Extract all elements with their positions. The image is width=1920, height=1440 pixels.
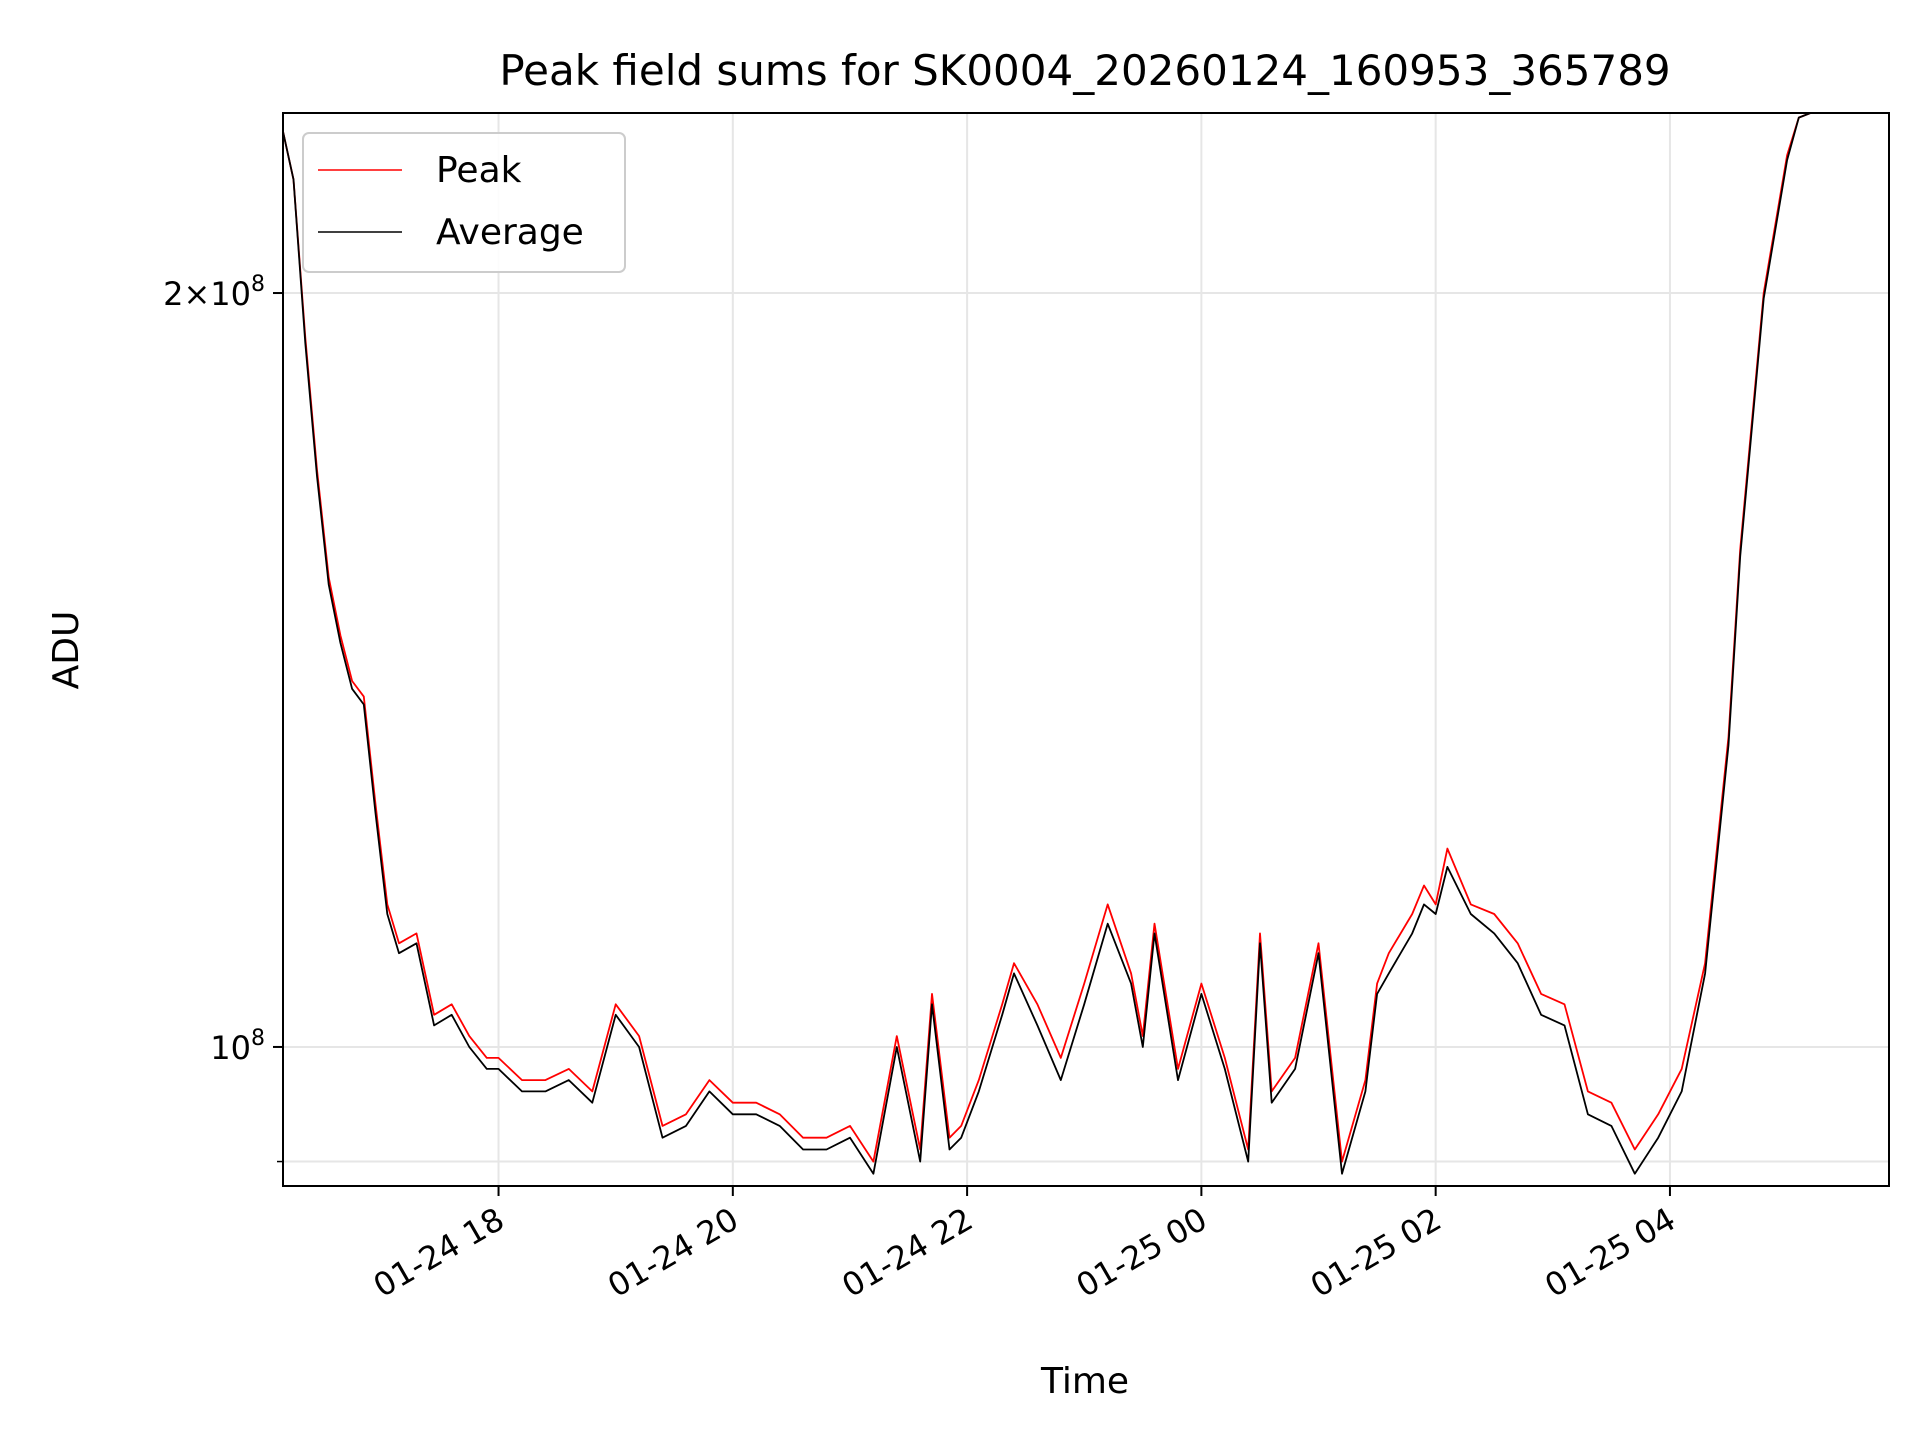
x-tick-label: 01-25 00 bbox=[1070, 1200, 1214, 1305]
chart-title: Peak field sums for SK0004_20260124_1609… bbox=[499, 46, 1670, 95]
x-tick-label: 01-24 22 bbox=[836, 1200, 980, 1305]
y-tick-label: 108 bbox=[210, 1026, 265, 1067]
legend-box bbox=[302, 132, 626, 273]
legend-label-average: Average bbox=[436, 212, 584, 253]
x-tick-label: 01-24 18 bbox=[367, 1200, 511, 1305]
series-line-peak bbox=[282, 112, 1889, 1163]
x-tick-label: 01-25 02 bbox=[1304, 1200, 1448, 1305]
grid bbox=[283, 113, 1889, 1186]
x-axis-ticks: 01-24 18 01-24 20 01-24 22 01-25 00 01-25 02… bbox=[367, 1186, 1682, 1305]
x-axis-label: Time bbox=[1040, 1361, 1129, 1402]
plot-frame bbox=[282, 112, 1890, 1187]
y-axis-ticks: 2×108 108 bbox=[163, 272, 283, 1163]
x-tick-label: 01-24 20 bbox=[601, 1200, 745, 1305]
y-axis-label: ADU bbox=[46, 611, 87, 690]
series-line-average bbox=[282, 112, 1889, 1175]
x-tick-label: 01-25 04 bbox=[1538, 1200, 1682, 1305]
legend-label-peak: Peak bbox=[436, 150, 522, 191]
plot-lines bbox=[282, 112, 1889, 1175]
y-tick-label: 2×108 bbox=[163, 272, 265, 313]
legend: Peak Average bbox=[302, 132, 626, 273]
